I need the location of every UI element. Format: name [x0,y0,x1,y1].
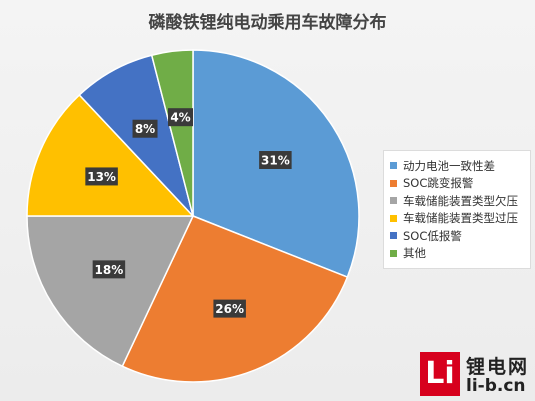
legend-swatch [390,214,397,222]
pie-slice-4 [26,93,195,217]
data-label-text: 26% [215,302,244,316]
data-label-box [132,119,158,138]
legend-swatch [390,249,397,257]
legend-item-1: 动力电池一致性差 [390,157,526,175]
legend-item-3: 车载储能装置类型欠压 [390,192,526,210]
legend-label: 动力电池一致性差 [403,158,495,173]
pie-slice-6 [150,49,194,217]
legend-label: SOC跳变报警 [403,176,474,191]
legend-label: 其他 [403,246,426,261]
data-label-text: 13% [87,170,116,184]
legend-item-6: 其他 [390,245,526,263]
data-label-box [92,260,126,279]
data-label-box [85,167,118,186]
data-label-text: 4% [170,111,190,125]
legend-swatch [390,179,397,187]
chart-legend: 动力电池一致性差 SOC跳变报警车载储能装置类型欠压 车载储能装置类型过压 SOC低报… [383,150,531,269]
logo-chinese-text: 锂电网 [466,356,530,378]
logo-domain-text: li-b.cn [466,376,526,396]
legend-swatch [390,162,397,170]
data-label-box [259,151,292,170]
data-label-4: 13% [85,167,118,186]
data-label-box [213,299,246,318]
data-label-1: 31% [259,151,292,170]
data-label-box [168,108,194,127]
data-label-text: 18% [95,263,124,277]
data-label-text: 31% [261,154,290,168]
data-label-text: 8% [135,122,155,136]
legend-item-4: 车载储能装置类型过压 [390,210,526,228]
data-label-6: 4% [168,108,194,127]
legend-item-2: SOC跳变报警 [390,175,526,193]
site-logo: Li 锂电网 li-b.cn [420,352,532,398]
pie-slice-2 [121,215,349,383]
legend-swatch [390,197,397,205]
logo-mark: Li [420,352,460,396]
data-label-2: 26% [213,299,246,318]
legend-item-5: SOC低报警 [390,227,526,245]
legend-label: SOC低报警 [403,228,462,243]
data-label-3: 18% [92,260,126,279]
legend-label: 车载储能装置类型过压 [403,211,518,226]
pie-slice-3 [26,215,195,368]
legend-swatch [390,232,397,240]
chart-title: 磷酸铁锂纯电动乘用车故障分布 [148,13,387,33]
data-label-5: 8% [132,119,158,138]
legend-label: 车载储能装置类型欠压 [403,193,518,208]
